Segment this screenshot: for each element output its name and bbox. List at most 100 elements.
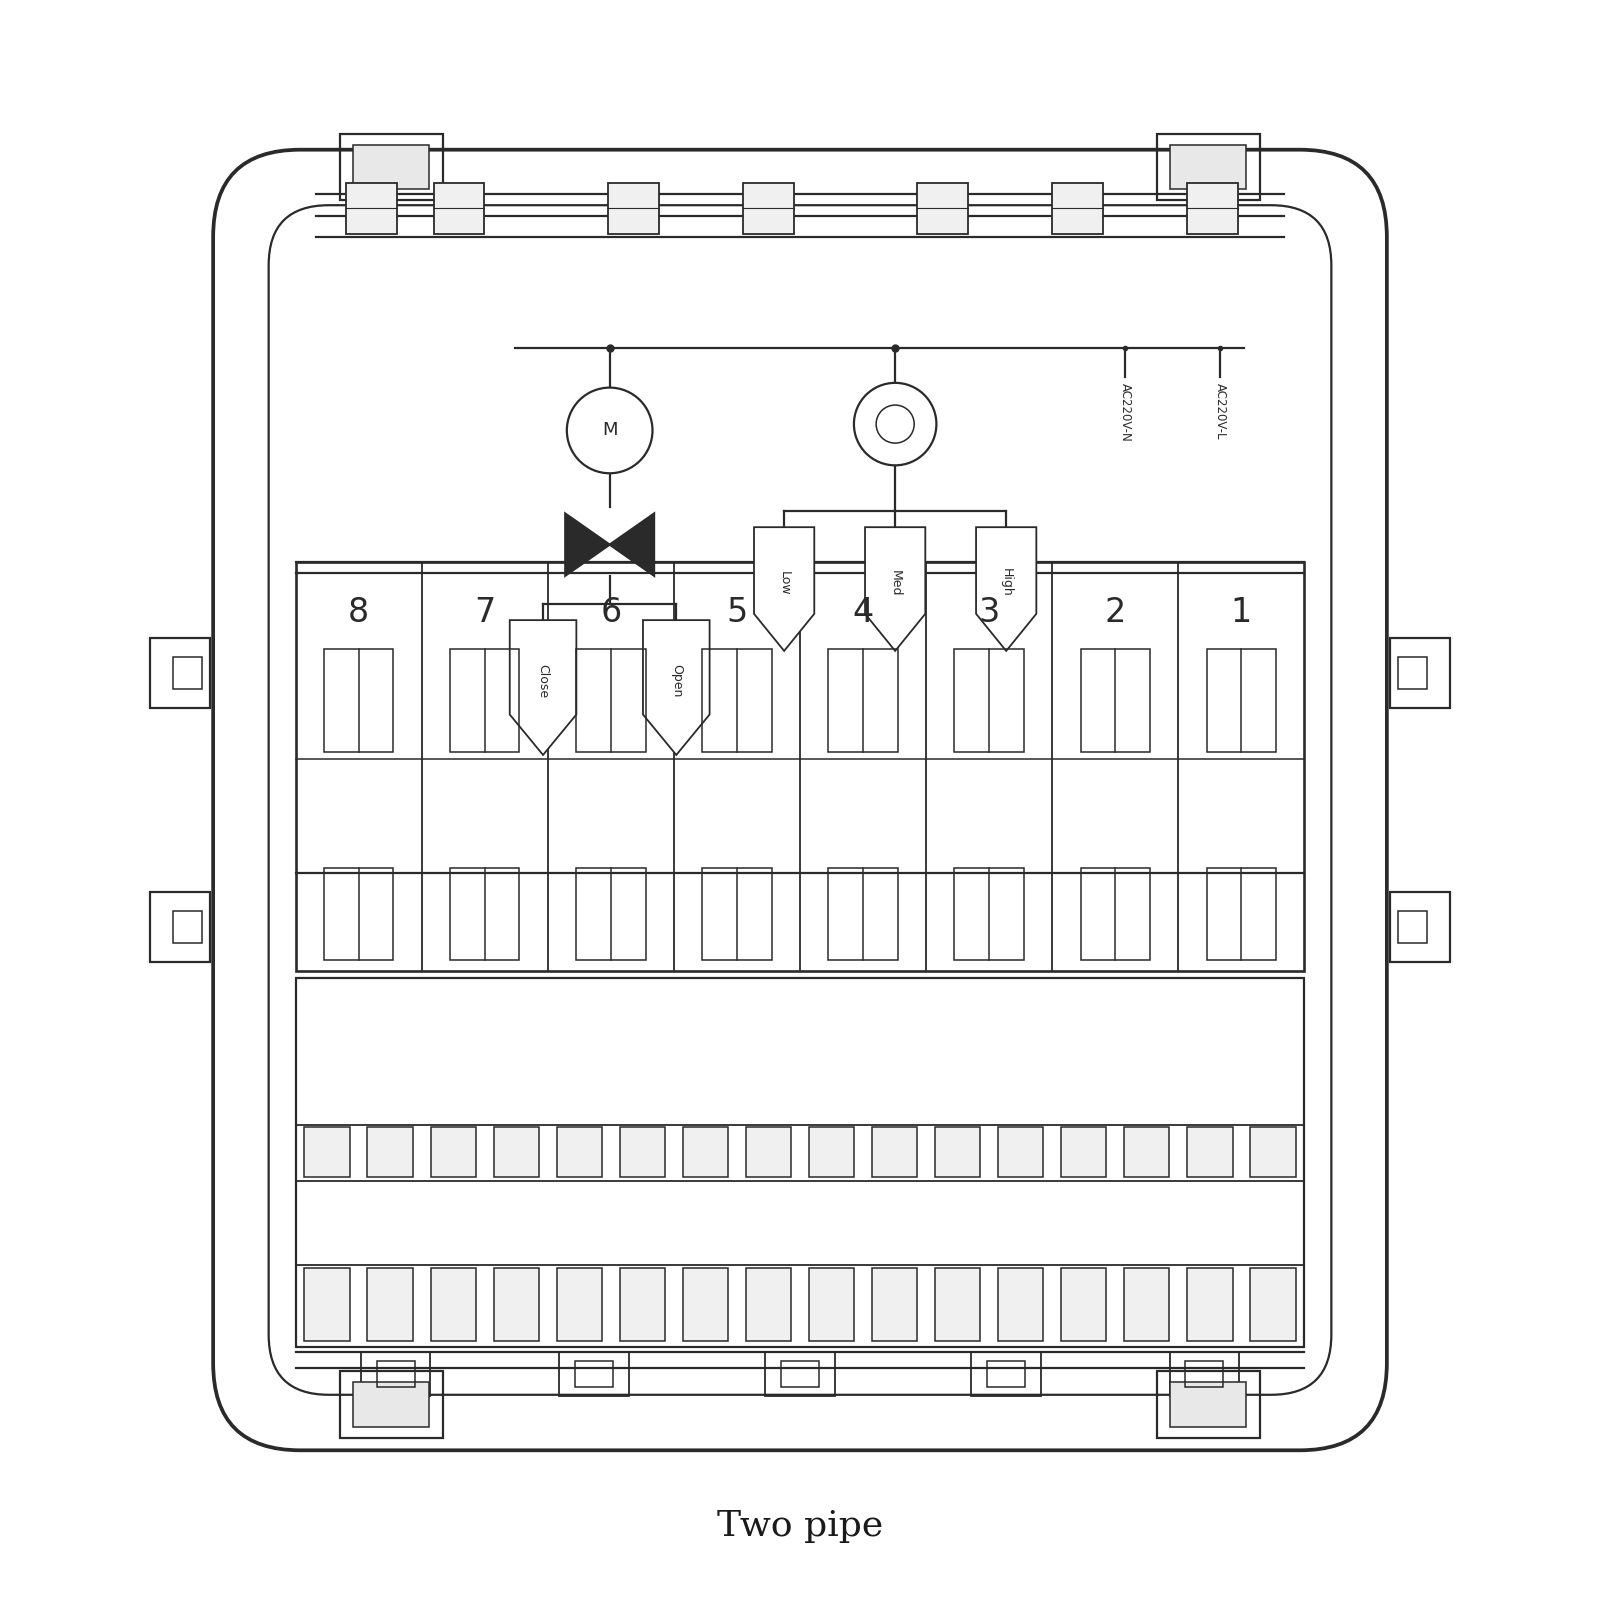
Bar <box>746 1267 790 1341</box>
Bar <box>376 1362 414 1387</box>
Bar <box>576 869 645 960</box>
Bar <box>998 1267 1043 1341</box>
Polygon shape <box>643 621 709 755</box>
Bar <box>296 978 1304 1347</box>
Text: 3: 3 <box>979 597 1000 629</box>
Bar <box>323 650 394 752</box>
Bar <box>872 1267 917 1341</box>
Bar <box>955 869 1024 960</box>
Bar <box>352 146 429 189</box>
Bar <box>434 182 485 234</box>
Bar <box>1206 869 1277 960</box>
Bar <box>1398 910 1427 942</box>
Polygon shape <box>565 514 610 576</box>
Polygon shape <box>866 526 925 651</box>
Polygon shape <box>610 514 654 576</box>
Bar <box>150 891 210 962</box>
Bar <box>829 650 898 752</box>
Text: 7: 7 <box>474 597 496 629</box>
Bar <box>430 1267 475 1341</box>
Bar <box>352 1382 429 1427</box>
Bar <box>872 1126 917 1178</box>
Text: Close: Close <box>536 664 549 698</box>
Bar <box>1206 650 1277 752</box>
Text: 4: 4 <box>853 597 874 629</box>
Bar <box>934 1126 981 1178</box>
Bar <box>619 1267 666 1341</box>
Bar <box>1125 1267 1170 1341</box>
Bar <box>917 182 968 234</box>
Bar <box>829 869 898 960</box>
Bar <box>1061 1267 1107 1341</box>
Bar <box>683 1267 728 1341</box>
Bar <box>346 182 397 234</box>
Bar <box>360 1352 430 1397</box>
Bar <box>323 869 394 960</box>
Bar <box>1061 1126 1107 1178</box>
Text: 8: 8 <box>349 597 370 629</box>
Bar <box>608 182 659 234</box>
Bar <box>296 562 1304 971</box>
Bar <box>1390 638 1450 709</box>
Circle shape <box>566 387 653 474</box>
Text: 5: 5 <box>726 597 747 629</box>
Bar <box>1080 650 1150 752</box>
Text: Open: Open <box>670 664 683 698</box>
Bar <box>765 1352 835 1397</box>
Bar <box>810 1267 854 1341</box>
Bar <box>702 869 771 960</box>
Bar <box>557 1126 602 1178</box>
Bar <box>1157 1371 1259 1438</box>
Bar <box>1170 146 1246 189</box>
Bar <box>304 1267 350 1341</box>
Bar <box>1187 1126 1232 1178</box>
Bar <box>955 650 1024 752</box>
Bar <box>1170 1352 1240 1397</box>
Bar <box>1125 1126 1170 1178</box>
Circle shape <box>854 382 936 466</box>
Bar <box>1250 1267 1296 1341</box>
Polygon shape <box>510 621 576 755</box>
Bar <box>810 1126 854 1178</box>
Bar <box>1186 1362 1224 1387</box>
Bar <box>341 134 443 200</box>
Bar <box>998 1126 1043 1178</box>
Text: M: M <box>602 421 618 440</box>
Bar <box>702 650 771 752</box>
Text: 2: 2 <box>1104 597 1126 629</box>
Polygon shape <box>754 526 814 651</box>
Bar <box>742 182 794 234</box>
Bar <box>1080 869 1150 960</box>
Bar <box>430 1126 475 1178</box>
Bar <box>934 1267 981 1341</box>
Bar <box>557 1267 602 1341</box>
Bar <box>368 1126 413 1178</box>
Bar <box>971 1352 1042 1397</box>
Bar <box>558 1352 629 1397</box>
Bar <box>1187 182 1238 234</box>
Text: AC220V-L: AC220V-L <box>1214 382 1227 440</box>
Bar <box>576 650 645 752</box>
Bar <box>173 910 202 942</box>
Bar <box>781 1362 819 1387</box>
Bar <box>1390 891 1450 962</box>
Text: AC220V-N: AC220V-N <box>1118 382 1131 442</box>
Bar <box>341 1371 443 1438</box>
Text: High: High <box>1000 568 1013 597</box>
Bar <box>1053 182 1102 234</box>
Bar <box>368 1267 413 1341</box>
Bar <box>450 650 520 752</box>
Polygon shape <box>976 526 1037 651</box>
Bar <box>987 1362 1026 1387</box>
Bar <box>1187 1267 1232 1341</box>
Text: Med: Med <box>888 570 902 597</box>
Bar <box>683 1126 728 1178</box>
Bar <box>493 1267 539 1341</box>
Text: Two pipe: Two pipe <box>717 1509 883 1544</box>
Bar <box>1250 1126 1296 1178</box>
Text: 1: 1 <box>1230 597 1251 629</box>
Text: Low: Low <box>778 571 790 595</box>
Bar <box>493 1126 539 1178</box>
Bar <box>150 638 210 709</box>
Bar <box>574 1362 613 1387</box>
